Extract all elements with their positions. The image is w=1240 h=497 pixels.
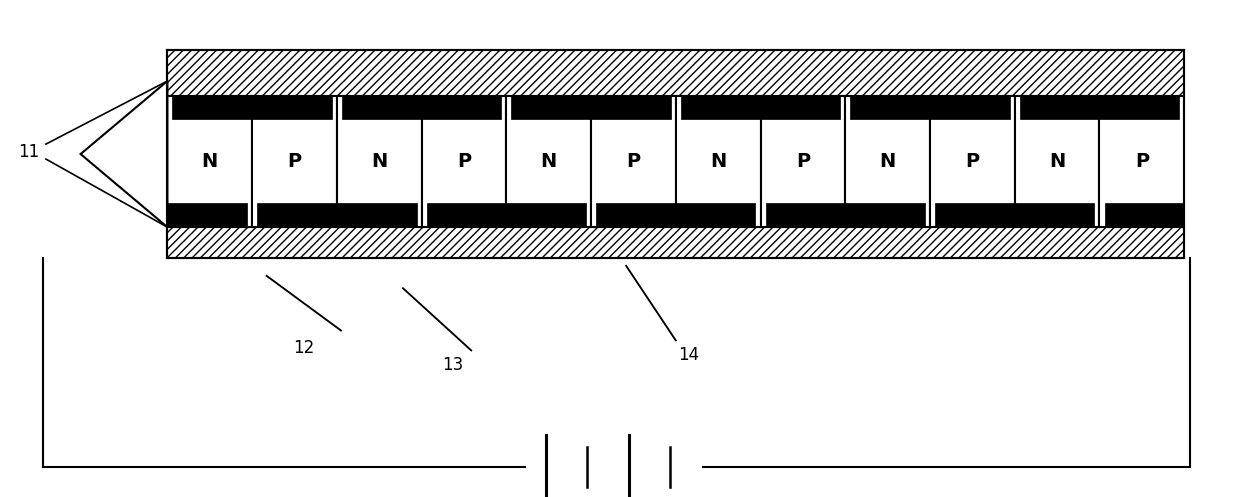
Bar [506, 95, 591, 227]
Bar [337, 95, 422, 227]
Bar [1100, 95, 1184, 227]
Text: 11: 11 [19, 143, 40, 161]
Bar [681, 95, 841, 119]
Text: P: P [626, 152, 641, 171]
Bar [1105, 203, 1184, 227]
Text: 12: 12 [293, 339, 315, 357]
Text: N: N [202, 152, 218, 171]
Text: N: N [711, 152, 727, 171]
Bar [427, 203, 587, 227]
Bar [596, 203, 755, 227]
Bar [511, 95, 671, 119]
Bar [760, 95, 846, 227]
Bar [765, 203, 925, 227]
Text: 14: 14 [677, 346, 699, 364]
Bar [591, 95, 676, 227]
Bar [257, 203, 417, 227]
Text: N: N [541, 152, 557, 171]
Bar [930, 95, 1014, 227]
Bar [1014, 95, 1100, 227]
Text: P: P [965, 152, 980, 171]
Text: P: P [288, 152, 301, 171]
Polygon shape [81, 81, 167, 227]
Bar [422, 95, 506, 227]
Text: P: P [456, 152, 471, 171]
Bar [252, 95, 337, 227]
Bar [167, 203, 247, 227]
Bar [167, 95, 252, 227]
Bar [172, 95, 332, 119]
Bar [167, 50, 1184, 95]
Bar [676, 95, 760, 227]
Text: N: N [879, 152, 895, 171]
Text: 13: 13 [441, 356, 464, 374]
Bar [342, 95, 501, 119]
Text: P: P [796, 152, 810, 171]
Bar [1019, 95, 1179, 119]
Bar [167, 227, 1184, 258]
Text: N: N [1049, 152, 1065, 171]
Bar [851, 95, 1009, 119]
Text: P: P [1135, 152, 1149, 171]
Bar [935, 203, 1095, 227]
Bar [846, 95, 930, 227]
Text: N: N [371, 152, 387, 171]
